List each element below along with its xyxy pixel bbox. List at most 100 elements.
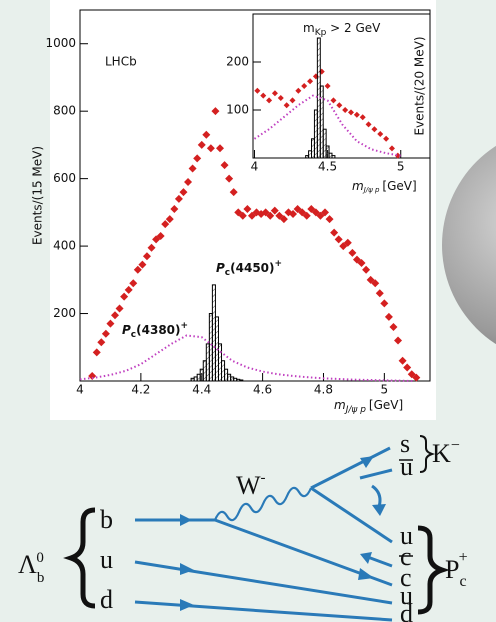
w-boson bbox=[213, 486, 313, 522]
data-point bbox=[174, 194, 183, 203]
data-point bbox=[277, 95, 284, 101]
annotation-part: P bbox=[216, 261, 225, 275]
data-point bbox=[156, 231, 165, 240]
data-point bbox=[202, 130, 211, 139]
data-point bbox=[184, 178, 193, 187]
data-point bbox=[348, 248, 357, 257]
fit-curve bbox=[79, 334, 415, 382]
quark-label: c bbox=[400, 542, 412, 571]
data-point bbox=[129, 279, 138, 288]
data-point bbox=[179, 188, 188, 197]
data-point bbox=[271, 90, 278, 97]
data-point bbox=[147, 243, 156, 252]
k-brace bbox=[419, 435, 436, 473]
quark-label: c bbox=[400, 563, 412, 592]
data-point bbox=[88, 371, 97, 380]
data-point bbox=[106, 319, 115, 328]
data-point bbox=[225, 174, 234, 183]
y-tick-label: 600 bbox=[53, 171, 76, 185]
histogram-bin bbox=[325, 145, 330, 159]
data-point bbox=[289, 97, 296, 104]
x-tick-label: 4.8 bbox=[314, 383, 333, 397]
label-part: [GeV] bbox=[369, 398, 403, 412]
quark-line bbox=[359, 468, 393, 480]
data-point bbox=[389, 323, 398, 332]
data-point bbox=[92, 348, 101, 357]
data-point bbox=[266, 211, 275, 220]
pc-label: Pc+ bbox=[445, 549, 468, 590]
arrow bbox=[360, 552, 372, 564]
quark-label: d bbox=[100, 585, 113, 614]
label-part: m bbox=[334, 398, 346, 412]
data-point bbox=[206, 144, 215, 153]
data-point bbox=[377, 131, 384, 137]
x-tick-label: 4.4 bbox=[192, 383, 211, 397]
chart-title: LHCb bbox=[105, 55, 137, 69]
x-axis-label: mJ/ψ p [GeV] bbox=[352, 179, 417, 195]
w-label: W- bbox=[236, 470, 266, 500]
histogram-bin bbox=[239, 379, 244, 382]
data-point bbox=[283, 102, 290, 109]
x-tick-label: 4.2 bbox=[131, 383, 150, 397]
data-point bbox=[334, 235, 343, 244]
data-point bbox=[270, 206, 279, 215]
data-point bbox=[193, 154, 202, 163]
data-point bbox=[375, 289, 384, 298]
diagram bbox=[63, 435, 450, 622]
data-point bbox=[342, 107, 349, 113]
annotation-part: + bbox=[275, 259, 283, 269]
data-point bbox=[359, 114, 366, 121]
x-axis-label: mJ/ψ p [GeV] bbox=[334, 398, 403, 415]
data-point bbox=[161, 220, 170, 229]
data-point bbox=[279, 215, 288, 224]
fit-curve bbox=[253, 94, 401, 157]
data-point bbox=[403, 363, 412, 372]
data-point bbox=[348, 109, 355, 116]
quark-line bbox=[134, 560, 393, 605]
title-part: > 2 GeV bbox=[326, 21, 381, 35]
arrow bbox=[180, 563, 194, 575]
quark-s: s bbox=[400, 429, 410, 458]
data-point bbox=[142, 252, 151, 261]
annotation-part: (4450) bbox=[230, 261, 274, 275]
histogram-bin bbox=[331, 155, 336, 159]
data-point bbox=[371, 279, 380, 288]
arrow bbox=[180, 599, 194, 611]
title-part: m bbox=[303, 21, 315, 35]
data-point bbox=[362, 265, 371, 274]
data-point bbox=[124, 285, 133, 294]
y-axis-label: Events/(20 MeV) bbox=[413, 36, 427, 135]
y-tick-label: 800 bbox=[53, 104, 76, 118]
data-point bbox=[365, 121, 372, 128]
annotation-part: (4380) bbox=[136, 323, 180, 337]
data-point bbox=[325, 215, 334, 224]
left-brace bbox=[63, 507, 96, 609]
data-point bbox=[111, 311, 119, 320]
data-point bbox=[383, 135, 390, 142]
x-tick-label: 5 bbox=[381, 383, 389, 397]
x-tick-label: 4.6 bbox=[253, 383, 272, 397]
annotation-part: c bbox=[225, 268, 230, 278]
charts: 4 4.2 4.4 4.6 4.8 5 200 400 600 800 1000 LHCb Events… bbox=[31, 9, 431, 415]
data-point bbox=[101, 329, 110, 338]
plot-area bbox=[252, 13, 431, 159]
data-point bbox=[380, 299, 389, 308]
data-point bbox=[371, 126, 378, 133]
annotation-part: + bbox=[181, 321, 189, 331]
x-tick-label: 4.5 bbox=[318, 160, 337, 174]
title-part: Kp bbox=[315, 28, 327, 38]
data-point bbox=[243, 204, 252, 213]
label-part: [GeV] bbox=[382, 179, 416, 193]
arrow bbox=[360, 456, 374, 468]
sphere bbox=[442, 145, 496, 345]
kaon-label: K− bbox=[432, 437, 460, 468]
data-point bbox=[330, 97, 337, 104]
label-part: J/ψ p bbox=[362, 186, 380, 194]
arrow bbox=[372, 504, 386, 516]
data-point bbox=[138, 260, 147, 269]
chart-title: mKp > 2 GeV bbox=[303, 21, 381, 38]
arrow bbox=[180, 514, 192, 526]
y-tick-label: 200 bbox=[226, 55, 249, 69]
